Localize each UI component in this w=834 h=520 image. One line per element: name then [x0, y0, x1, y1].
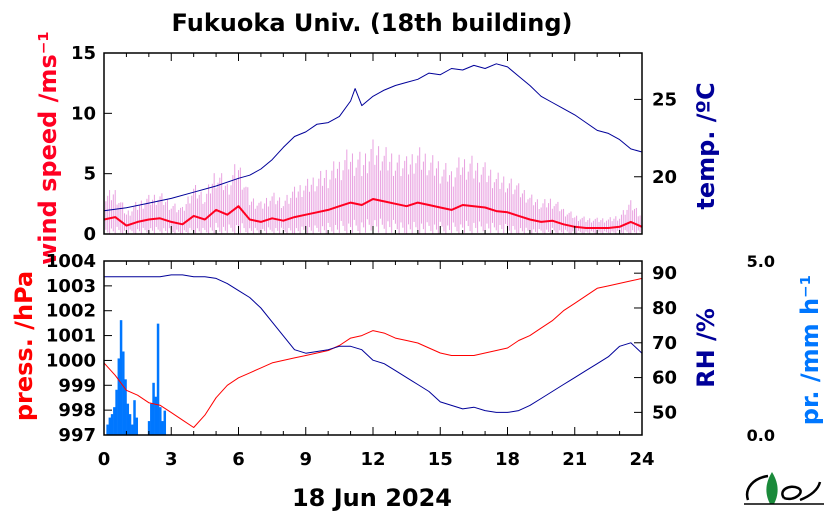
- right-y-tick-label: 90: [652, 263, 677, 284]
- precip-bar: [106, 424, 109, 435]
- precip-bar: [131, 424, 134, 435]
- x-tick-label: 3: [165, 449, 178, 470]
- x-tick-label: 24: [629, 449, 654, 470]
- left-y-tick-label: 15: [71, 43, 96, 64]
- precip-bar: [154, 396, 158, 435]
- left-y-tick-label: 1002: [46, 301, 96, 322]
- precip-bar: [126, 403, 130, 435]
- precip-axis-label: pr. /mm h⁻¹: [796, 275, 824, 425]
- wind-axis-label: wind speed /ms⁻¹: [34, 31, 62, 265]
- right-y-tick-label: 25: [652, 89, 677, 110]
- pressure-line: [103, 277, 643, 428]
- right-y-tick-label: 60: [652, 368, 677, 389]
- precip-axis: 0.0 5.0: [747, 252, 775, 445]
- x-tick-label: 15: [428, 449, 453, 470]
- chart-title: Fukuoka Univ. (18th building): [172, 9, 573, 37]
- right-y-tick-label: 20: [652, 167, 677, 188]
- right-y-tick-label: 50: [652, 402, 677, 423]
- temperature-line: [103, 63, 643, 212]
- precip-bar: [133, 400, 136, 435]
- left-y-tick-label: 1003: [46, 276, 96, 297]
- precip-bar: [135, 417, 139, 435]
- precip-bar: [115, 389, 118, 435]
- x-tick-label: 0: [98, 449, 111, 470]
- pressure-axis-label: press. /hPa: [10, 271, 38, 421]
- temp-axis-label: temp. /ºC: [692, 82, 720, 209]
- left-y-tick-label: 0: [83, 224, 96, 245]
- rh-axis-label: RH /%: [692, 308, 720, 388]
- precip-bar: [150, 403, 153, 435]
- precip-bar: [124, 379, 127, 435]
- left-y-tick-label: 5: [83, 164, 96, 185]
- precip-bar: [108, 417, 112, 435]
- logo: [744, 472, 824, 505]
- precip-bar: [119, 320, 123, 435]
- bottom-panel: 0 3 6 9 12 15 18 21 24 997 998 999 1000 1001 1002 1003 1…: [46, 251, 677, 470]
- plot-frame: [103, 260, 643, 436]
- right-y-tick-label: 70: [652, 333, 677, 354]
- top-panel: 0 5 10 15 20 25: [71, 43, 677, 245]
- precip-bar: [147, 421, 151, 435]
- precip-bar: [122, 351, 125, 435]
- precip-bar: [128, 414, 132, 435]
- x-tick-label: 12: [360, 449, 385, 470]
- x-tick-label: 21: [562, 449, 587, 470]
- precip-bar: [152, 382, 155, 435]
- left-y-tick-label: 998: [58, 400, 96, 421]
- left-y-tick-label: 1000: [46, 350, 96, 371]
- left-y-tick-label: 997: [58, 425, 96, 446]
- x-tick-label: 6: [232, 449, 245, 470]
- precip-bar: [161, 421, 164, 435]
- x-axis-label: 18 Jun 2024: [292, 484, 452, 512]
- precip-bar: [156, 323, 160, 435]
- precip-bar: [159, 407, 162, 435]
- precip-tick-label: 5.0: [747, 252, 775, 271]
- x-tick-label: 18: [495, 449, 520, 470]
- left-y-tick-label: 999: [58, 375, 96, 396]
- precip-bar: [113, 407, 116, 435]
- left-y-tick-label: 10: [71, 103, 96, 124]
- precip-bar: [163, 410, 167, 435]
- left-y-tick-label: 1001: [46, 326, 96, 347]
- wind-speed-line: [103, 198, 643, 229]
- precip-tick-label: 0.0: [747, 426, 775, 445]
- rh-line: [104, 274, 643, 413]
- left-y-tick-label: 1004: [46, 251, 96, 272]
- precip-bar: [117, 358, 121, 435]
- x-tick-label: 9: [299, 449, 312, 470]
- right-y-tick-label: 80: [652, 298, 677, 319]
- precip-bar: [110, 414, 114, 435]
